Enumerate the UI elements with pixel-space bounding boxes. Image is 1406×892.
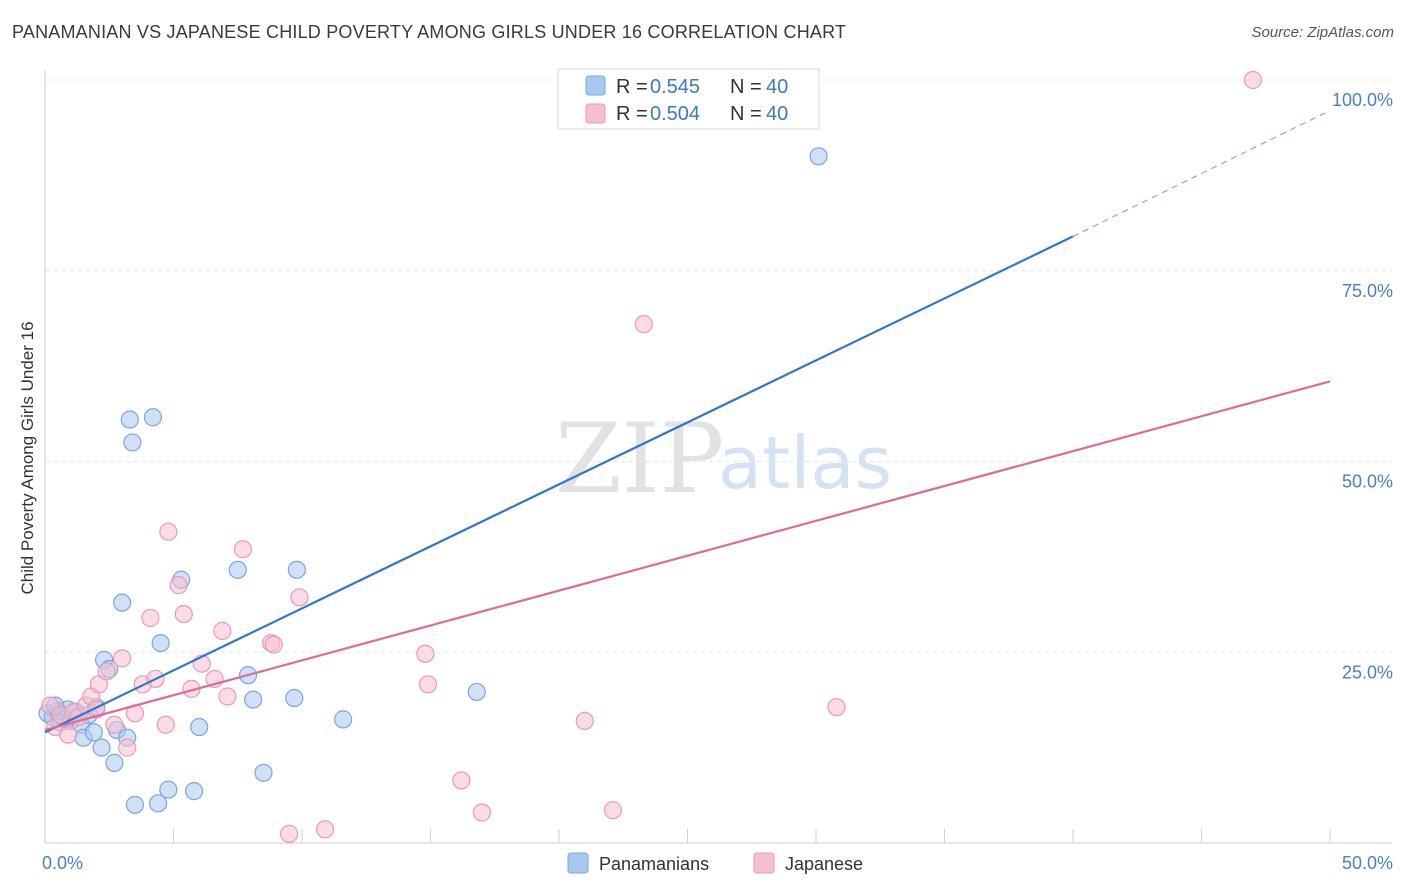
y-axis-label: Child Poverty Among Girls Under 16	[18, 321, 37, 594]
point-japanese-20	[169, 576, 188, 595]
bottom-legend-swatch-japanese	[753, 852, 775, 874]
point-panamanians-38	[809, 147, 828, 166]
legend-n-value-blue: 40	[766, 76, 788, 98]
point-panamanians-34	[285, 688, 304, 708]
point-japanese-32	[316, 820, 335, 839]
legend-r-label-blue: R =	[616, 76, 648, 98]
point-panamanians-36	[334, 710, 353, 729]
y-tick-label-2: 75.0%	[1342, 281, 1393, 301]
point-panamanians-30	[228, 560, 247, 579]
point-japanese-3	[59, 725, 78, 744]
legend-n-value-pink: 40	[766, 103, 788, 125]
point-panamanians-13	[92, 738, 111, 757]
point-japanese-29	[264, 635, 283, 654]
point-japanese-26	[218, 687, 237, 706]
point-japanese-13	[118, 738, 137, 757]
point-panamanians-33	[254, 763, 273, 782]
legend-n-label-blue: N =	[730, 76, 762, 98]
y-tick-label-1: 50.0%	[1342, 472, 1393, 492]
point-panamanians-24	[148, 794, 168, 813]
x-axis-ticks	[44, 829, 1331, 843]
bottom-legend: Panamanians Japanese	[567, 852, 863, 874]
point-panamanians-21	[123, 433, 142, 452]
point-japanese-11	[105, 715, 124, 734]
trend-line-panamanians-extension	[1072, 109, 1331, 237]
bottom-legend-label-panamanians: Panamanians	[599, 854, 709, 874]
legend-swatch-blue	[585, 75, 606, 96]
watermark-atlas: atlas	[718, 421, 892, 505]
legend-n-label-pink: N =	[730, 103, 762, 125]
point-japanese-38	[603, 801, 623, 820]
point-panamanians-22	[125, 795, 145, 814]
point-panamanians-32	[244, 690, 263, 709]
point-panamanians-18	[112, 593, 132, 612]
trend-lines	[44, 109, 1331, 734]
point-japanese-25	[213, 621, 232, 640]
point-japanese-39	[634, 315, 653, 334]
legend-box: R = 0.545 N = 40 R = 0.504 N = 40	[557, 68, 820, 130]
point-japanese-40	[827, 698, 846, 717]
y-tick-label-0: 25.0%	[1342, 662, 1393, 682]
point-japanese-35	[452, 771, 471, 790]
point-japanese-31	[290, 588, 309, 607]
legend-r-label-pink: R =	[616, 103, 648, 125]
x-tick-labels: 0.0% 50.0%	[42, 853, 1393, 873]
point-panamanians-16	[105, 753, 124, 772]
watermark-zip: ZIP	[555, 403, 724, 515]
point-japanese-10	[97, 662, 116, 681]
point-panamanians-37	[467, 682, 486, 702]
point-panamanians-26	[159, 780, 178, 799]
point-japanese-18	[156, 715, 175, 734]
point-japanese-12	[112, 649, 132, 668]
point-panamanians-11	[84, 723, 103, 742]
point-japanese-21	[174, 604, 193, 624]
watermark: ZIP atlas	[555, 403, 892, 515]
x-tick-label-1: 50.0%	[1342, 853, 1393, 873]
point-japanese-33	[416, 644, 435, 663]
point-japanese-30	[280, 824, 299, 843]
point-japanese-37	[575, 711, 594, 731]
point-panamanians-23	[143, 408, 163, 427]
point-japanese-19	[159, 522, 178, 541]
point-panamanians-29	[190, 717, 209, 737]
point-panamanians-25	[151, 633, 170, 653]
point-japanese-41	[1243, 70, 1263, 90]
grid-lines	[45, 79, 1392, 653]
trend-line-japanese	[44, 380, 1331, 732]
y-tick-labels: 25.0% 50.0% 75.0% 100.0%	[1332, 90, 1393, 682]
point-panamanians-28	[184, 782, 204, 801]
source-credit: Source: ZipAtlas.com	[1251, 24, 1394, 41]
point-japanese-27	[233, 540, 252, 559]
chart-title: PANAMANIAN VS JAPANESE CHILD POVERTY AMO…	[12, 22, 847, 42]
legend-r-value-pink: 0.504	[650, 103, 700, 125]
y-tick-label-3: 100.0%	[1332, 90, 1393, 110]
point-japanese-36	[472, 803, 491, 822]
point-panamanians-20	[120, 410, 139, 429]
trend-line-panamanians	[44, 235, 1074, 734]
point-panamanians-35	[287, 560, 306, 579]
point-japanese-16	[141, 608, 160, 628]
point-japanese-34	[418, 675, 438, 694]
legend-swatch-pink	[585, 103, 606, 124]
bottom-legend-label-japanese: Japanese	[785, 854, 863, 874]
x-tick-label-0: 0.0%	[42, 853, 83, 873]
legend-r-value-blue: 0.545	[650, 76, 700, 98]
bottom-legend-swatch-panamanians	[567, 852, 589, 874]
